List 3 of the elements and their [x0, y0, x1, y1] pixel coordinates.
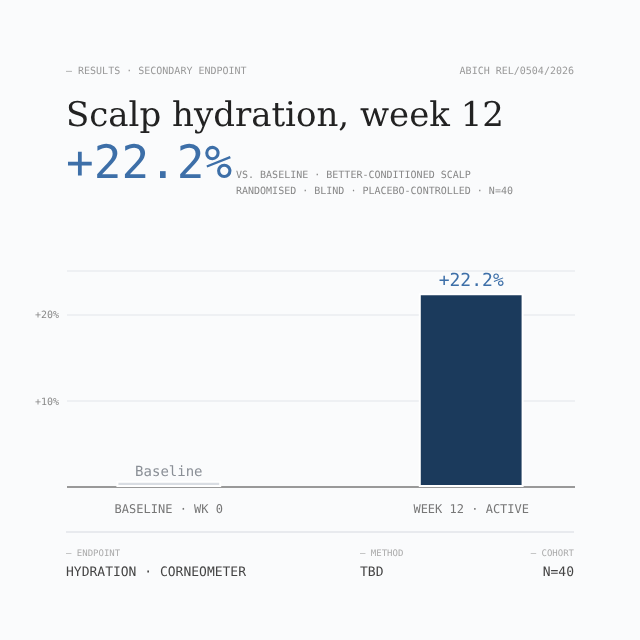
chart-title: Scalp hydration, week 12	[66, 96, 504, 136]
text: +22.2%	[66, 138, 233, 190]
data-label: +22.2%	[438, 272, 505, 293]
